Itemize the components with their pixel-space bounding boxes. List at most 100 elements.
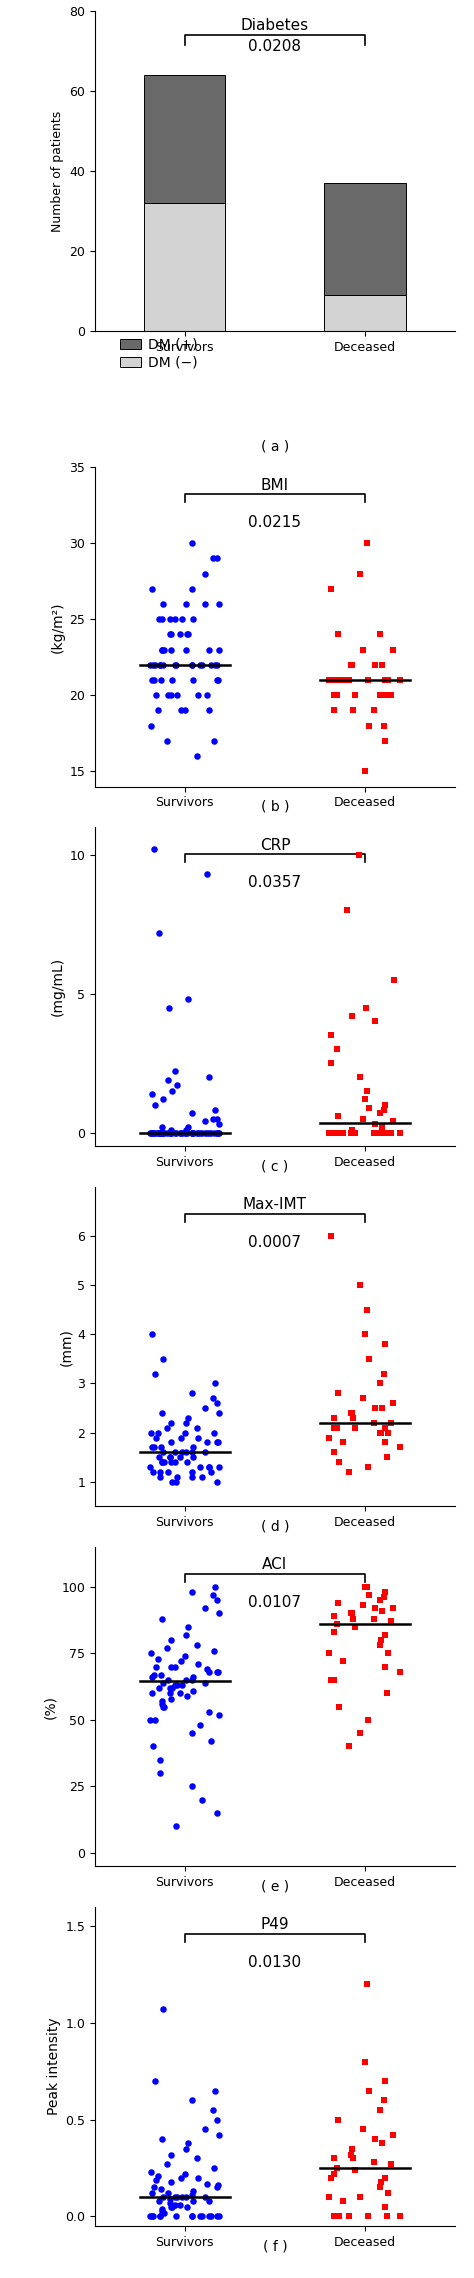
Point [378,1592,385,1629]
Point [215,2116,222,2153]
Point [194,1114,202,1150]
Point [166,1674,173,1711]
Point [213,1385,220,1421]
Point [389,631,397,667]
Point [158,1444,166,1481]
Point [396,2198,404,2235]
Point [210,2150,218,2187]
Point [193,2139,201,2175]
Point [381,677,388,713]
Point [389,1103,397,1139]
Point [166,2180,173,2216]
Point [189,1658,196,1695]
Point [158,631,166,667]
Legend: DM (+), DM (−): DM (+), DM (−) [120,337,197,369]
Point [371,1390,379,1426]
Point [167,631,175,667]
Point [371,1590,379,1626]
Point [339,2182,347,2219]
Point [160,2194,168,2230]
Point [381,1410,388,1447]
Point [189,1114,196,1150]
Bar [145,75,226,203]
Point [188,1114,196,1150]
Point [196,1449,204,1485]
Point [189,1428,196,1465]
Point [326,1114,333,1150]
Point [194,2160,202,2196]
Point [356,556,364,592]
Point [347,1595,355,1631]
Point [349,1114,356,1150]
Point [158,631,166,667]
Point [188,2178,195,2214]
Point [210,1415,218,1451]
Bar [324,294,405,330]
Point [380,1355,388,1392]
Point [213,2100,220,2137]
Point [327,1219,335,1255]
Point [334,1114,341,1150]
Point [158,1394,166,1431]
Point [334,1410,341,1447]
Point [155,601,163,638]
Point [157,1428,165,1465]
Point [167,1649,174,1686]
Point [171,1444,178,1481]
Point [182,1114,190,1150]
Point [205,631,213,667]
Point [201,1390,209,1426]
Point [346,1453,353,1490]
Point [183,2189,191,2226]
Point [203,1424,211,1460]
Point [167,1114,174,1150]
Point [215,2166,222,2203]
Point [383,2198,391,2235]
Point [201,1114,209,1150]
Text: ( a ): ( a ) [261,440,289,453]
Point [182,1661,190,1697]
Point [150,663,157,699]
Point [158,1114,166,1150]
Point [173,1667,181,1704]
Point [189,2173,196,2210]
Text: P49: P49 [261,1918,289,1932]
Point [365,708,373,745]
Point [215,1424,222,1460]
Point [177,1642,184,1679]
Point [147,1114,155,1150]
Point [172,2178,179,2214]
Point [201,1435,209,1472]
Point [147,708,155,745]
Point [359,1380,367,1417]
Point [201,2178,209,2214]
Point [167,1681,174,1718]
Point [348,647,356,683]
Point [188,1096,196,1132]
Point [172,1462,180,1499]
Text: 0.0007: 0.0007 [248,1235,301,1251]
Point [208,1722,215,1759]
Point [384,1636,392,1672]
Point [176,617,184,654]
Point [158,1601,166,1638]
Point [154,1114,162,1150]
Point [215,1394,222,1431]
Point [152,2162,160,2198]
Point [205,1654,212,1690]
Point [189,1672,197,1708]
Point [151,1355,159,1392]
Point [148,1317,156,1353]
Point [330,1399,337,1435]
Point [383,1674,391,1711]
Point [334,2100,341,2137]
Point [164,722,171,759]
Point [213,1581,220,1617]
Point [182,631,190,667]
Point [211,2073,219,2109]
Point [196,2198,204,2235]
Point [177,2160,184,2196]
Point [158,1114,166,1150]
Point [380,708,388,745]
Point [359,631,367,667]
